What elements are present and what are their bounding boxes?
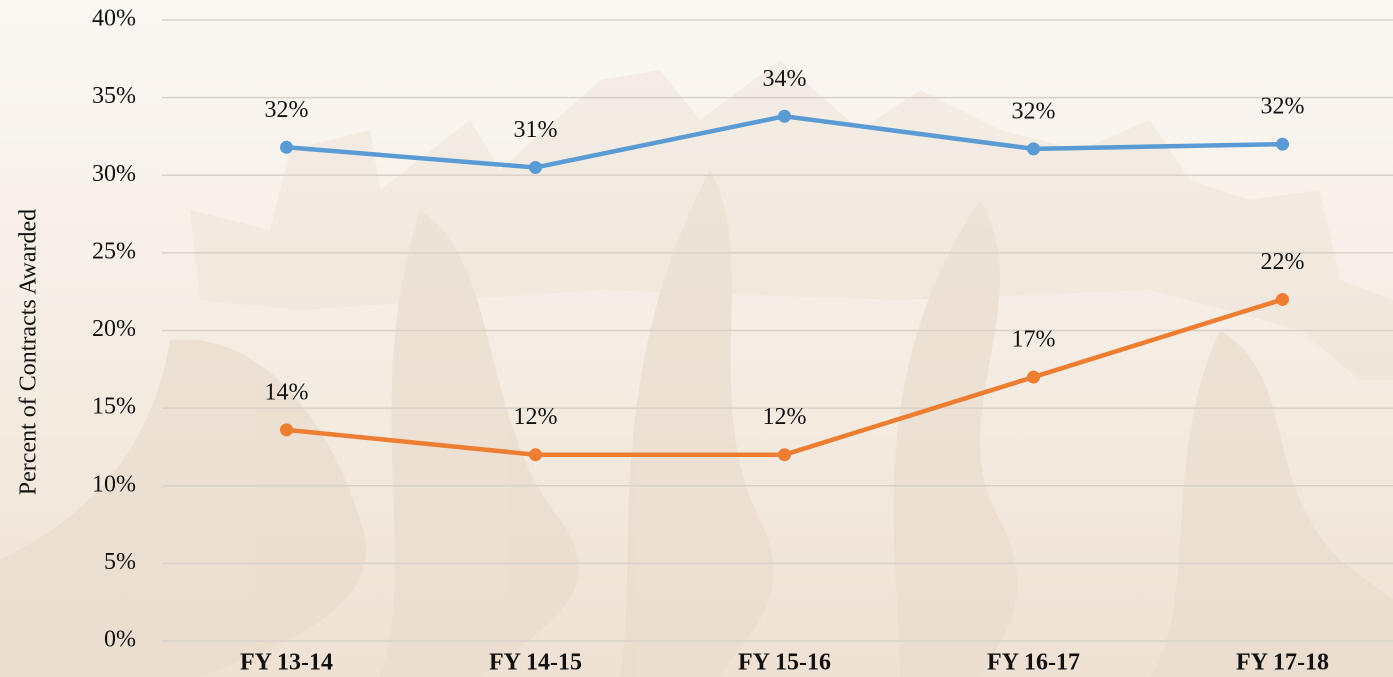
data-label: 17%: [1012, 327, 1056, 353]
y-axis-label: Percent of Contracts Awarded: [16, 209, 42, 495]
x-tick-label: FY 15-16: [738, 650, 831, 676]
x-tick-label: FY 16-17: [987, 650, 1080, 676]
x-tick-label: FY 17-18: [1236, 650, 1329, 676]
marker: [529, 448, 542, 462]
marker: [1276, 137, 1289, 151]
data-label: 31%: [514, 117, 558, 143]
y-tick-label: 15%: [92, 394, 136, 420]
y-tick-label: 30%: [92, 161, 136, 187]
data-label: 32%: [265, 97, 309, 123]
marker: [1027, 370, 1040, 384]
marker: [280, 423, 293, 437]
marker: [529, 160, 542, 174]
marker: [1276, 292, 1289, 306]
y-tick-label: 25%: [92, 238, 136, 264]
decoration: [0, 60, 1393, 677]
y-tick-label: 20%: [92, 316, 136, 342]
x-tick-label: FY 13-14: [240, 650, 333, 676]
y-tick-label: 0%: [104, 627, 136, 653]
y-tick-label: 10%: [92, 471, 136, 497]
marker: [280, 140, 293, 154]
marker: [778, 448, 791, 462]
data-label: 32%: [1012, 98, 1056, 124]
data-label: 22%: [1261, 249, 1305, 275]
data-label: 14%: [265, 379, 309, 405]
marker: [778, 109, 791, 123]
y-tick-label: 5%: [104, 549, 136, 575]
y-tick-label: 35%: [92, 83, 136, 109]
x-tick-label: FY 14-15: [489, 650, 582, 676]
marker: [1027, 142, 1040, 156]
data-label: 12%: [514, 404, 558, 430]
y-tick-label: 40%: [92, 6, 136, 32]
data-label: 12%: [763, 404, 807, 430]
data-label: 32%: [1261, 94, 1305, 120]
data-label: 34%: [763, 66, 807, 92]
